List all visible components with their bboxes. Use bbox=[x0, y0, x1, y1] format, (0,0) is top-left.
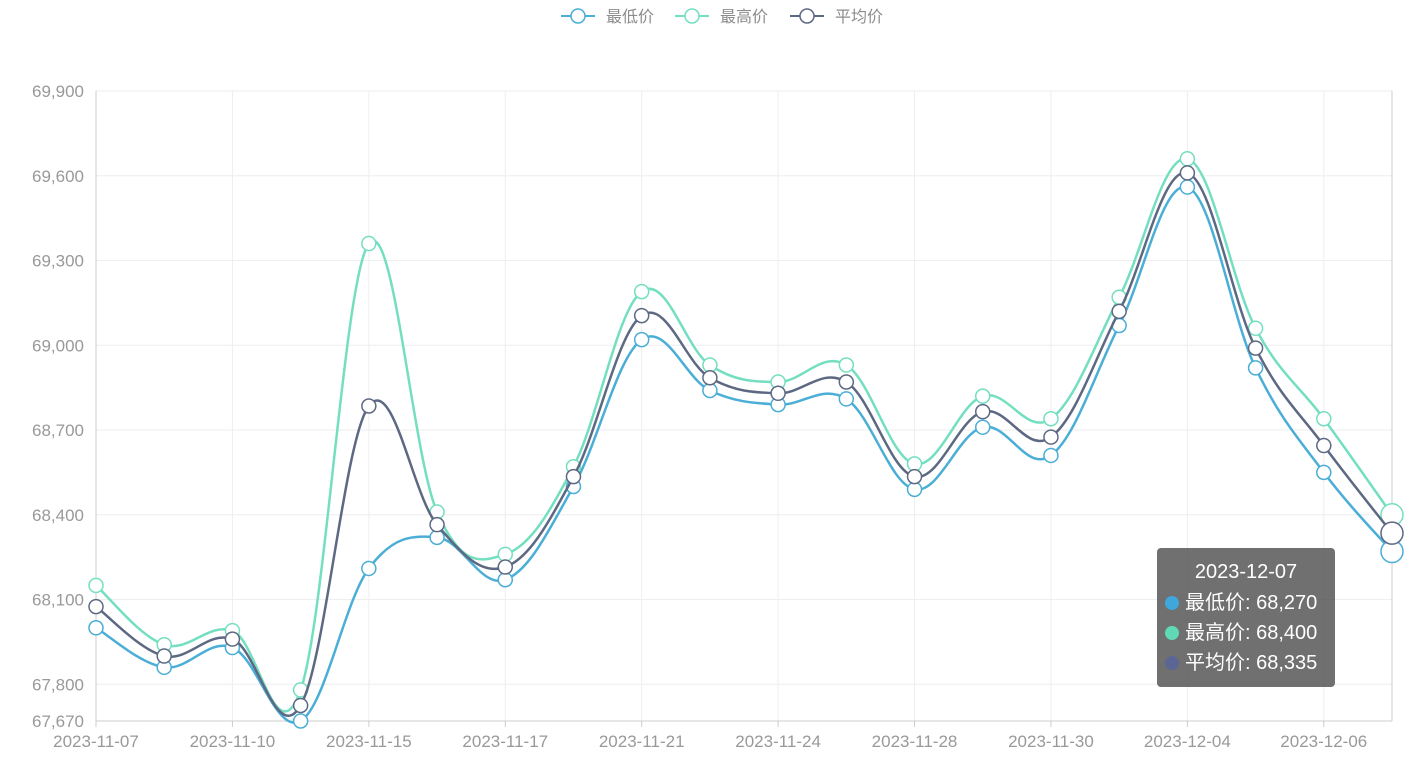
tooltip-title: 2023-12-07 bbox=[1194, 561, 1298, 583]
legend-marker bbox=[684, 8, 700, 24]
legend-marker bbox=[570, 8, 586, 24]
data-point bbox=[1179, 179, 1196, 195]
data-point bbox=[838, 374, 855, 390]
data-point bbox=[361, 560, 377, 577]
data-point bbox=[906, 456, 923, 472]
y-tick-label: 67,670 bbox=[32, 712, 84, 731]
data-point bbox=[906, 468, 923, 485]
legend-label: 平均价 bbox=[835, 8, 883, 26]
data-point bbox=[1316, 410, 1332, 427]
series-1 bbox=[88, 151, 1404, 713]
data-point bbox=[497, 546, 514, 563]
series-2 bbox=[88, 165, 1404, 717]
y-tick-label: 69,300 bbox=[32, 252, 84, 271]
data-point bbox=[1247, 360, 1264, 376]
grid-lines bbox=[95, 90, 1392, 722]
x-tick-label: 2023-11-17 bbox=[462, 732, 548, 751]
data-point bbox=[633, 283, 650, 300]
data-point bbox=[1380, 521, 1404, 545]
data-point bbox=[1043, 410, 1059, 427]
data-point bbox=[88, 577, 104, 594]
data-point bbox=[974, 419, 991, 435]
data-point bbox=[770, 385, 786, 402]
data-point bbox=[1179, 151, 1196, 167]
legend-label: 最高价 bbox=[720, 8, 768, 26]
x-tick-label: 2023-11-15 bbox=[326, 732, 412, 751]
data-point bbox=[565, 468, 582, 485]
tooltip-dot-high bbox=[1165, 626, 1179, 640]
y-tick-label: 69,900 bbox=[32, 82, 84, 101]
legend-label: 最低价 bbox=[606, 8, 654, 26]
x-tick-label: 2023-11-24 bbox=[735, 732, 821, 751]
data-point bbox=[88, 620, 104, 636]
x-tick-label: 2023-11-30 bbox=[1008, 732, 1094, 751]
data-point bbox=[838, 357, 855, 373]
data-point bbox=[429, 516, 445, 533]
data-point bbox=[497, 559, 514, 575]
tooltip-dot-avg bbox=[1165, 656, 1179, 670]
data-point bbox=[1316, 464, 1332, 481]
legend[interactable]: 最低价 最高价 平均价 bbox=[561, 8, 883, 26]
data-point bbox=[1316, 437, 1332, 454]
data-point bbox=[1043, 447, 1059, 464]
data-point bbox=[1043, 429, 1059, 445]
data-point bbox=[1179, 165, 1196, 181]
x-tick-label: 2023-11-28 bbox=[872, 732, 958, 751]
data-point bbox=[838, 391, 855, 407]
legend-item-2[interactable]: 平均价 bbox=[790, 8, 883, 26]
tooltip-dot-low bbox=[1165, 596, 1179, 610]
data-point bbox=[633, 331, 650, 348]
legend-item-0[interactable]: 最低价 bbox=[561, 8, 654, 26]
data-point bbox=[702, 369, 718, 386]
data-point bbox=[292, 697, 309, 714]
tooltip-label-avg: 平均价: 68,335 bbox=[1185, 652, 1318, 674]
x-tick-label: 2023-11-07 bbox=[53, 732, 139, 751]
data-point bbox=[156, 648, 172, 664]
data-point bbox=[633, 307, 650, 324]
tooltip: 2023-12-07 最低价: 68,270 最高价: 68,400 平均价: … bbox=[1157, 548, 1335, 687]
y-tick-label: 69,000 bbox=[32, 336, 84, 355]
data-point bbox=[292, 713, 309, 729]
data-point bbox=[1247, 320, 1264, 337]
data-point bbox=[361, 235, 377, 252]
data-point bbox=[429, 529, 445, 546]
x-tick-label: 2023-11-21 bbox=[599, 732, 685, 751]
data-point bbox=[1247, 340, 1264, 356]
data-point bbox=[361, 398, 377, 414]
data-point bbox=[1111, 303, 1127, 320]
y-tick-label: 68,100 bbox=[32, 591, 84, 610]
legend-item-1[interactable]: 最高价 bbox=[675, 8, 768, 26]
x-tick-label: 2023-11-10 bbox=[190, 732, 276, 751]
y-tick-label: 68,400 bbox=[32, 506, 84, 525]
data-point bbox=[702, 382, 718, 399]
x-tick-label: 2023-12-04 bbox=[1144, 732, 1231, 751]
y-tick-label: 69,600 bbox=[32, 167, 84, 186]
axes: 67,670 67,800 68,100 68,400 68,700 69,000 69,3… bbox=[32, 82, 1393, 751]
series-0 bbox=[88, 179, 1404, 729]
data-point bbox=[974, 403, 991, 420]
series-lines bbox=[88, 151, 1404, 729]
legend-marker bbox=[799, 8, 815, 24]
tooltip-label-low: 最低价: 68,270 bbox=[1185, 592, 1318, 614]
data-point bbox=[88, 598, 104, 615]
tooltip-label-high: 最高价: 68,400 bbox=[1185, 622, 1318, 644]
data-point bbox=[974, 388, 991, 404]
tooltip-row-avg: 平均价: 68,335 bbox=[1165, 648, 1327, 678]
x-tick-label: 2023-12-06 bbox=[1280, 732, 1367, 751]
series-line bbox=[95, 157, 1394, 713]
tooltip-row-high: 最高价: 68,400 bbox=[1165, 618, 1327, 648]
y-tick-label: 67,800 bbox=[32, 675, 84, 694]
y-tick-label: 68,700 bbox=[32, 421, 84, 440]
tooltip-row-low: 最低价: 68,270 bbox=[1165, 588, 1327, 618]
data-point bbox=[224, 631, 241, 647]
data-point bbox=[906, 481, 923, 498]
data-point bbox=[497, 571, 514, 588]
data-point bbox=[702, 357, 718, 373]
